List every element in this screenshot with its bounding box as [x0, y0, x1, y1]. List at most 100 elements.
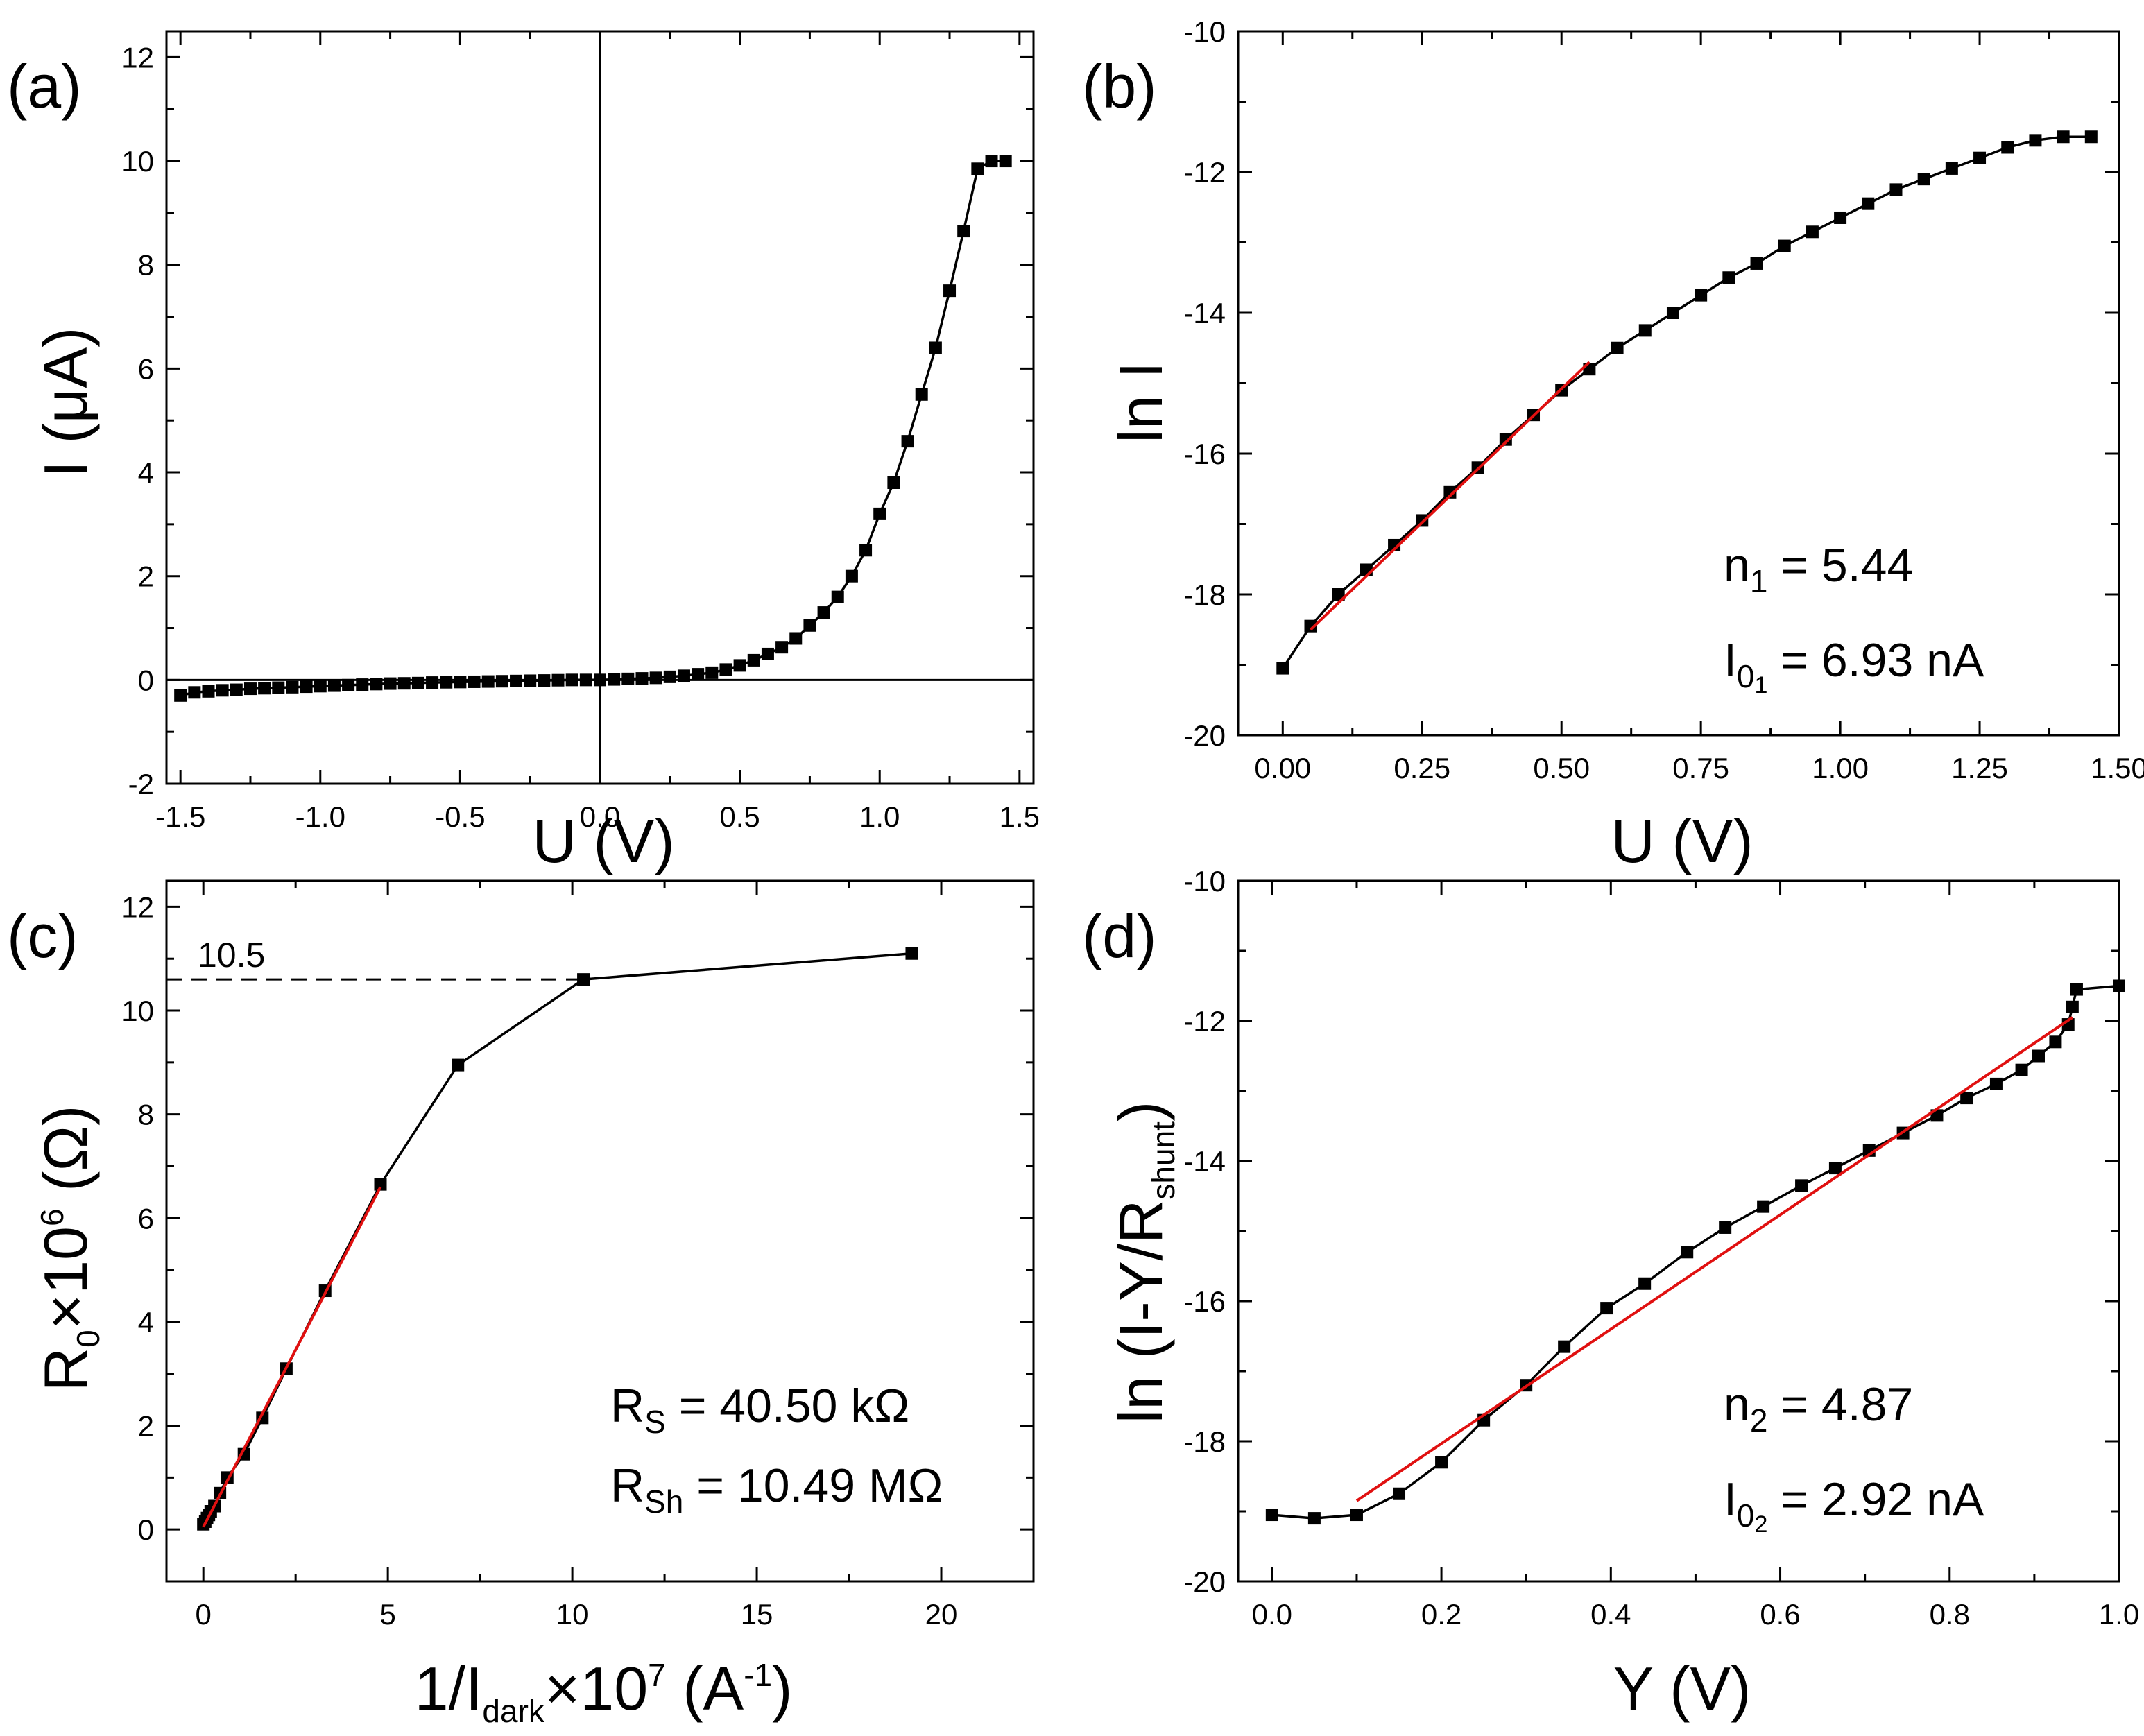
panel-a-data-point [719, 663, 732, 676]
panel-a-y-tick-label: 12 [121, 41, 154, 74]
panel-b-data-point [1276, 662, 1289, 675]
panel-a-data-point [538, 674, 551, 687]
panel-a-data-point [286, 680, 299, 694]
panel-b-letter: (b) [1082, 52, 1157, 121]
panel-b-fit-line [1310, 361, 1590, 631]
panel-d-x-tick-label: 0.2 [1421, 1598, 1461, 1631]
panel-c-y-title: R0×106 (Ω) [31, 1106, 106, 1392]
panel-a-data-point [342, 678, 355, 691]
panel-d-x-tick-label: 0.4 [1590, 1598, 1631, 1631]
panel-a-data-point [188, 686, 201, 699]
panel-d-y-tick-label: -18 [1183, 1425, 1226, 1458]
panel-c-annot-rsh: RSh = 10.49 MΩ [610, 1459, 943, 1520]
panel-d-fit-line [1355, 1016, 2073, 1502]
panel-b-data-point [1332, 588, 1345, 601]
panel-d-data-point [2015, 1063, 2028, 1076]
panel-a-x-tick-label: -1.5 [155, 800, 205, 833]
panel-a-data-point [915, 388, 928, 401]
panel-d-x-title: Y (V) [1613, 1654, 1751, 1723]
panel-a-data-point [411, 676, 424, 689]
panel-c-y-tick-label: 8 [138, 1099, 154, 1131]
panel-a-data-point [510, 674, 523, 687]
panel-d-data-point [1600, 1302, 1613, 1315]
panel-a-axes: -1.5 -1.0 -0.5 0.0 0.5 1.0 1.5 -2 0 2 4 6 8 10 12 [121, 30, 1040, 833]
panel-c-y-tick-label: 6 [138, 1202, 154, 1235]
panel-d-data-point [1307, 1512, 1321, 1525]
panel-a-data-point [859, 544, 873, 557]
panel-a-data-point [635, 672, 649, 685]
panel-a-data-point [747, 653, 760, 667]
panel-c-fit-line [202, 1186, 382, 1528]
panel-a-y-title: I (μA) [31, 327, 100, 478]
panel-b-series-line [1281, 135, 2091, 669]
panel-a-data-point [243, 682, 257, 696]
panel-d-series-line [1271, 984, 2120, 1520]
panel-a-data-point [440, 676, 453, 689]
panel-a-data-point [551, 673, 565, 687]
panel-a-data-point [803, 619, 816, 632]
panel-a-data-point [887, 476, 900, 489]
panel-a-data-point [397, 677, 411, 690]
panel-d-x-tick-label: 0.0 [1252, 1598, 1292, 1631]
panel-d-data-point [1795, 1179, 1808, 1192]
panel-d-data-point [1393, 1487, 1406, 1500]
panel-c-data-point [905, 947, 918, 960]
panel-a-data-point [789, 632, 803, 645]
panel-d-x-tick-label: 0.6 [1760, 1598, 1800, 1631]
panel-a-data-point [216, 684, 229, 697]
panel-a-data-point [873, 507, 886, 520]
panel-b-data-point [1360, 563, 1373, 576]
panel-d-frame [1237, 879, 2120, 1583]
panel-b-data-point [1778, 239, 1791, 252]
panel-a-data-point [258, 682, 271, 695]
panel-d-y-title: ln (I-Y/Rshunt) [1106, 1101, 1181, 1424]
panel-a-y-tick-label: 2 [138, 560, 154, 593]
panel-d-data-point [1435, 1456, 1448, 1469]
panel-b-data-point [1499, 433, 1512, 446]
panel-a-data-point [957, 225, 970, 238]
panel-a-letter: (a) [7, 52, 82, 121]
panel-c-series-line [202, 952, 912, 1525]
panel-d-data-point [1989, 1077, 2003, 1090]
panel-d-x-tick-label: 1.0 [2099, 1598, 2139, 1631]
panel-c-data-point [374, 1178, 387, 1191]
panel-d-data-point [1960, 1092, 1973, 1105]
panel-a-data-point [705, 666, 719, 679]
panel-b-data-point [1611, 341, 1624, 354]
panel-a-y-tick-label: 6 [138, 352, 154, 385]
panel-d: (d) 0.0 0.2 0.4 0.6 0.8 1.0 -20 -18 -16 -14 -12 -10… [1082, 865, 2139, 1723]
panel-b-data-point [1945, 162, 1958, 175]
panel-c-dashed-label: 10.5 [198, 936, 265, 974]
panel-b-x-tick-label: 1.00 [1812, 752, 1869, 784]
panel-b-data-point [1443, 485, 1457, 499]
panel-b-y-tick-label: -20 [1183, 719, 1226, 752]
panel-d-data-point [1757, 1200, 1770, 1213]
panel-a-x-tick-label: 0.0 [580, 800, 620, 833]
panel-a-data-point [692, 668, 705, 681]
panel-b-x-tick-label: 1.50 [2091, 752, 2144, 784]
panel-b-data-point [1638, 324, 1652, 337]
panel-b-data-point [1722, 271, 1735, 284]
panel-a-data-point [524, 674, 537, 687]
panel-a-data-point [663, 670, 676, 683]
panel-c-frame [165, 879, 1035, 1583]
panel-a-data-point [314, 680, 327, 693]
panel-b-annot-i01: I01 = 6.93 nA [1724, 634, 1984, 698]
panel-d-axes: 0.0 0.2 0.4 0.6 0.8 1.0 -20 -18 -16 -14 -12 -10 [1183, 865, 2139, 1631]
panel-a-data-point [454, 676, 467, 689]
panel-c-x-tick-label: 0 [196, 1598, 212, 1631]
panel-a-data-point [929, 341, 942, 354]
panel-a-data-point [677, 669, 690, 682]
panel-a-x-tick-label: -0.5 [435, 800, 485, 833]
panel-b-data-point [1416, 514, 1429, 527]
panel-b-x-tick-label: 0.75 [1672, 752, 1729, 784]
panel-d-x-tick-label: 0.8 [1930, 1598, 1970, 1631]
panel-d-data-point [1265, 1509, 1278, 1522]
panel-b-y-tick-label: -16 [1183, 438, 1226, 470]
panel-a-y-tick-label: 10 [121, 145, 154, 178]
panel-a-data-point [495, 675, 508, 688]
panel-c-axes: 0 5 10 15 20 0 2 4 6 8 10 12 [121, 879, 1035, 1631]
panel-d-letter: (d) [1082, 902, 1157, 970]
